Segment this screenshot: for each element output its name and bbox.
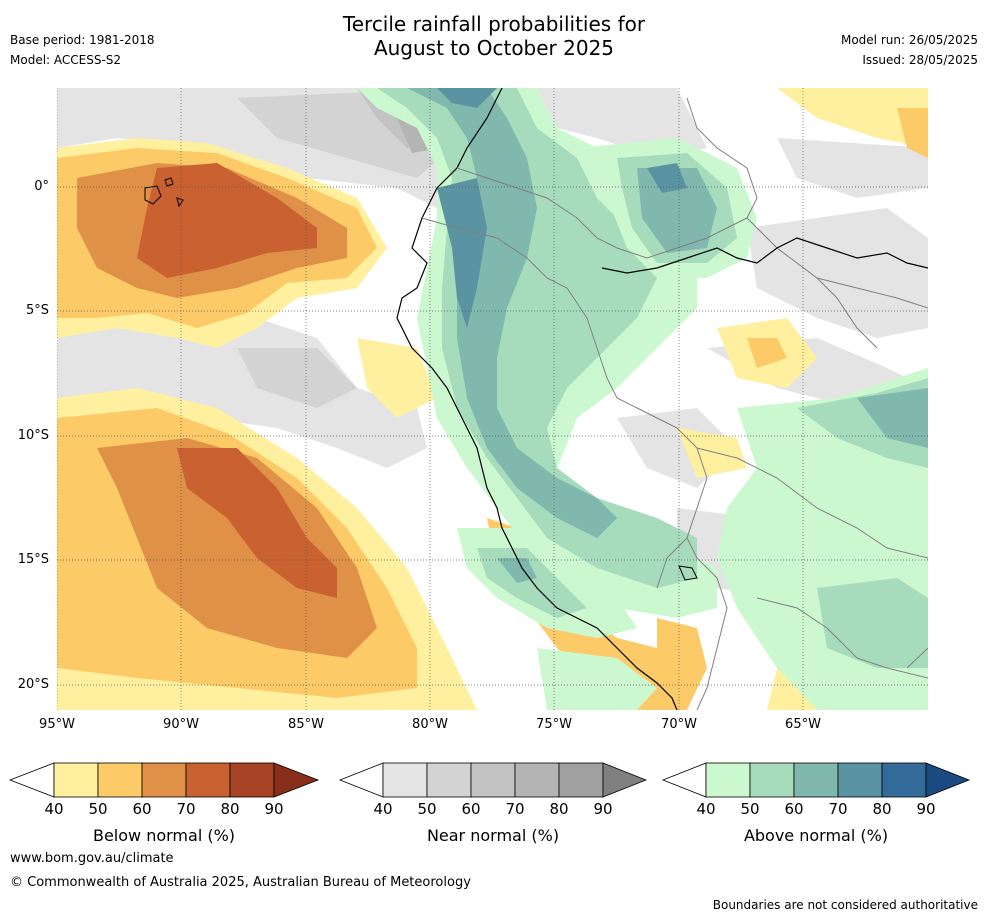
issued-date: Issued: 28/05/2025: [862, 53, 978, 67]
rainfall-map: [57, 88, 928, 710]
meta-right: Model run: 26/05/2025 Issued: 28/05/2025: [841, 30, 978, 70]
cbar-near-tick: 80: [549, 800, 569, 818]
colorbar-near: [338, 762, 648, 798]
copyright-text: © Commonwealth of Australia 2025, Austra…: [10, 875, 471, 890]
cbar-below-tick: 40: [44, 800, 64, 818]
cbar-above-tick: 40: [696, 800, 716, 818]
cbar-above-label: Above normal (%): [743, 826, 889, 845]
cbar-near-tick: 40: [373, 800, 393, 818]
lon-label-90w: 90°W: [163, 717, 199, 732]
lat-label-0: 0°: [34, 179, 49, 194]
lon-label-95w: 95°W: [39, 717, 75, 732]
cbar-near-tick: 50: [417, 800, 437, 818]
title-line-2: August to October 2025: [373, 36, 615, 60]
base-period: Base period: 1981-2018: [10, 33, 155, 47]
website-link[interactable]: www.bom.gov.au/climate: [10, 851, 174, 866]
colorbar-below: [8, 762, 320, 798]
colorbars: [8, 762, 971, 798]
boundaries-note: Boundaries are not considered authoritat…: [712, 898, 978, 912]
cbar-below-label: Below normal (%): [92, 826, 236, 845]
cbar-above-tick: 70: [828, 800, 848, 818]
amazon-river: [601, 237, 928, 274]
model-run: Model run: 26/05/2025: [840, 33, 978, 47]
cbar-near-tick: 90: [593, 800, 613, 818]
lat-label-5s: 5°S: [25, 303, 49, 318]
cbar-above-tick: 60: [784, 800, 804, 818]
lon-label-75w: 75°W: [536, 717, 572, 732]
above-normal-regions: [357, 88, 928, 710]
lat-label-20s: 20°S: [17, 677, 49, 692]
below-normal-regions: [57, 88, 928, 710]
title-line-1: Tercile rainfall probabilities for: [342, 12, 646, 36]
coastline: [396, 88, 678, 710]
lat-label-10s: 10°S: [17, 428, 49, 443]
lon-label-70w: 70°W: [661, 717, 697, 732]
cbar-above-tick: 50: [740, 800, 760, 818]
cbar-below-tick: 90: [264, 800, 284, 818]
cbar-near-tick: 60: [461, 800, 481, 818]
lon-label-85w: 85°W: [288, 717, 324, 732]
cbar-near-tick: 70: [505, 800, 525, 818]
colorbar-above: [661, 762, 971, 798]
cbar-above-tick: 80: [872, 800, 892, 818]
cbar-below-tick: 70: [176, 800, 196, 818]
map-title: Tercile rainfall probabilities for Augus…: [0, 12, 988, 60]
cbar-below-tick: 50: [88, 800, 108, 818]
cbar-above-tick: 90: [916, 800, 936, 818]
lon-label-65w: 65°W: [785, 717, 821, 732]
lat-label-15s: 15°S: [17, 552, 49, 567]
lake-titicaca: [678, 565, 698, 581]
country-boundaries: [421, 97, 928, 710]
lon-label-80w: 80°W: [412, 717, 448, 732]
gridlines: [57, 88, 928, 710]
meta-left: Base period: 1981-2018 Model: ACCESS-S2: [10, 30, 155, 70]
cbar-below-tick: 80: [220, 800, 240, 818]
cbar-near-label: Near normal (%): [426, 826, 560, 845]
cbar-below-tick: 60: [132, 800, 152, 818]
model-name: Model: ACCESS-S2: [10, 53, 122, 67]
